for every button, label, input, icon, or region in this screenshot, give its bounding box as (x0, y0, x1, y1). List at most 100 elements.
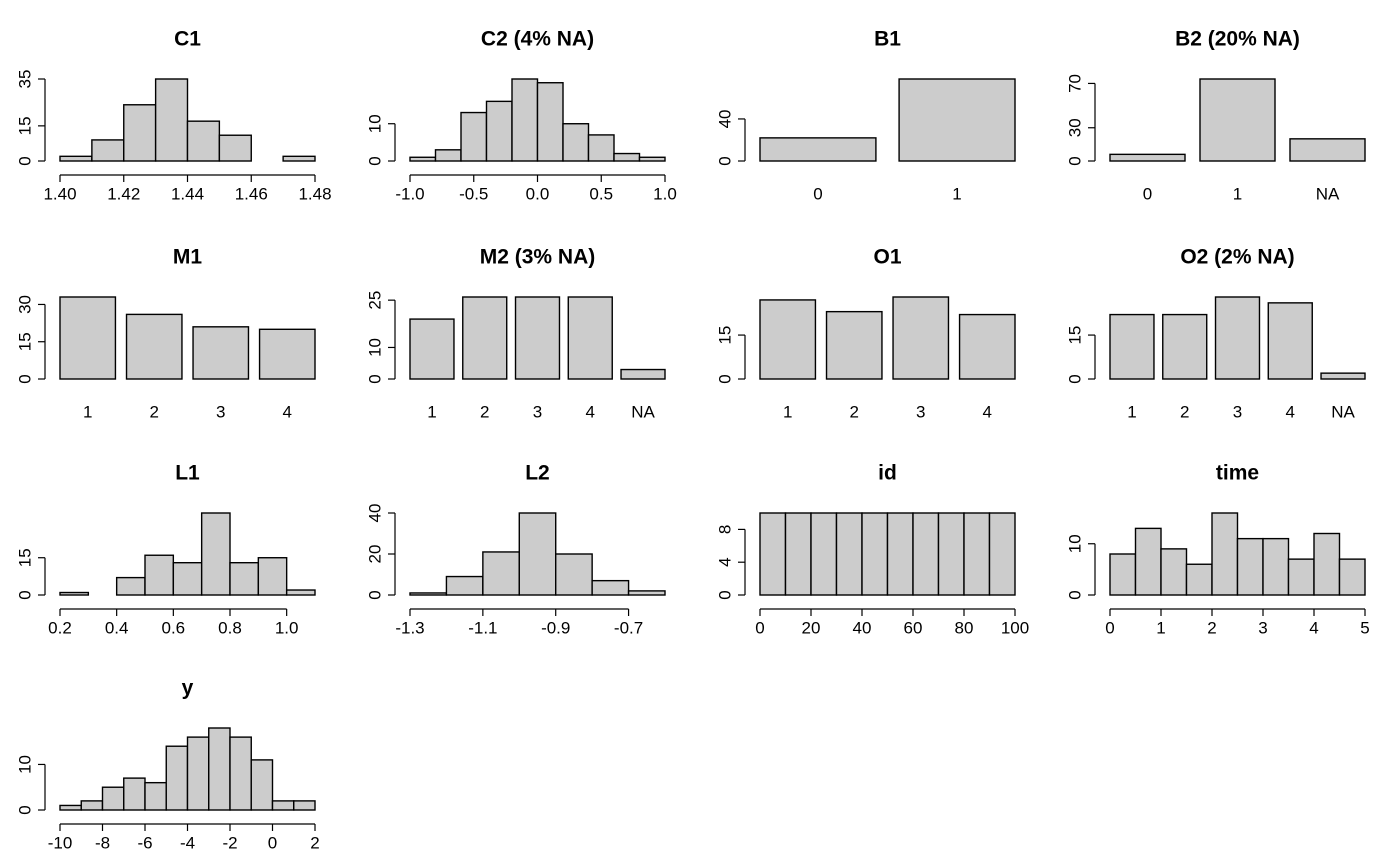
x-tick-label: 4 (1309, 618, 1318, 637)
chart-title: O2 (2% NA) (1180, 246, 1294, 269)
y-tick-label: 0 (715, 590, 734, 599)
x-tick-label: 5 (1360, 618, 1369, 637)
chart-title: M1 (173, 246, 202, 269)
bar (1109, 313, 1155, 380)
x-tick-label: -0.7 (614, 618, 643, 637)
bar (1211, 512, 1239, 596)
x-tick-label: 2 (150, 402, 159, 421)
bar (59, 155, 93, 162)
bar (759, 299, 817, 380)
y-tick-label: 0 (1065, 590, 1084, 599)
y-tick-label: 15 (715, 326, 734, 345)
x-tick-label: 1.44 (171, 184, 204, 203)
x-tick-label: 2 (310, 833, 319, 852)
bar (784, 512, 812, 596)
x-tick-label: 1.40 (43, 184, 76, 203)
bar (91, 139, 125, 162)
x-tick-label: 3 (216, 402, 225, 421)
y-tick-label: 0 (365, 156, 384, 165)
bar (409, 592, 448, 596)
bar (861, 512, 889, 596)
bar (963, 512, 991, 596)
bar (462, 296, 508, 380)
x-tick-label: 1 (1127, 402, 1136, 421)
y-tick-label: 0 (715, 156, 734, 165)
bar (409, 318, 455, 380)
x-tick-label: 0.5 (589, 184, 613, 203)
bar (186, 120, 221, 162)
bar (123, 777, 146, 811)
x-tick-label: -6 (137, 833, 152, 852)
chart-title: id (878, 462, 897, 485)
bar (445, 575, 484, 596)
bar (1320, 372, 1366, 380)
y-tick-label: 15 (15, 116, 34, 135)
x-tick-label: 3 (1233, 402, 1242, 421)
bar (200, 512, 231, 596)
bar (285, 589, 316, 596)
y-tick-label: 0 (365, 590, 384, 599)
y-tick-label: 30 (1065, 118, 1084, 137)
x-tick-label: 0.8 (218, 618, 242, 637)
bar (1134, 527, 1162, 596)
bar (613, 152, 641, 162)
bar (937, 512, 965, 596)
x-tick-label: NA (1316, 184, 1340, 203)
bar (759, 512, 787, 596)
x-tick-label: 4 (1286, 402, 1295, 421)
bar (591, 579, 630, 596)
bar (555, 553, 593, 596)
bar (511, 78, 539, 162)
bar (59, 296, 117, 380)
bar (627, 590, 666, 596)
x-tick-label: 1 (1233, 184, 1242, 203)
x-tick-label: 4 (586, 402, 595, 421)
bar (482, 551, 520, 596)
x-tick-label: -10 (48, 833, 73, 852)
bar (1287, 558, 1315, 596)
chart-title: M2 (3% NA) (480, 246, 596, 269)
x-tick-label: 1 (83, 402, 92, 421)
x-tick-label: 3 (916, 402, 925, 421)
y-tick-label: 30 (15, 295, 34, 314)
y-tick-label: 0 (15, 590, 34, 599)
y-tick-label: 0 (15, 156, 34, 165)
bar (886, 512, 914, 596)
x-tick-label: -1.0 (395, 184, 424, 203)
bar (638, 156, 666, 162)
x-tick-label: 2 (480, 402, 489, 421)
x-tick-label: 0 (755, 618, 764, 637)
x-tick-label: 1.46 (235, 184, 268, 203)
y-tick-label: 35 (15, 70, 34, 89)
bar (218, 134, 252, 162)
x-tick-label: -4 (180, 833, 195, 852)
y-tick-label: 0 (365, 374, 384, 383)
bar (186, 736, 210, 811)
y-tick-label: 0 (1065, 156, 1084, 165)
bar (154, 78, 189, 162)
bar (59, 804, 82, 811)
bar (1236, 537, 1264, 596)
x-tick-label: 2 (850, 402, 859, 421)
y-tick-label: 20 (365, 545, 384, 564)
y-tick-label: 8 (715, 525, 734, 534)
x-tick-label: 1.0 (275, 618, 299, 637)
bar (1267, 302, 1313, 380)
y-tick-label: 25 (365, 291, 384, 310)
bar (1313, 532, 1341, 596)
bar (434, 149, 462, 162)
bar (144, 554, 175, 596)
bar (514, 296, 561, 380)
x-tick-label: NA (1331, 402, 1355, 421)
bar (810, 512, 838, 596)
bar (620, 368, 666, 380)
bar (165, 745, 189, 811)
chart-title: y (182, 677, 194, 700)
y-tick-label: 0 (15, 805, 34, 814)
x-tick-label: 1.42 (107, 184, 140, 203)
x-tick-label: 40 (853, 618, 872, 637)
x-tick-label: 1.48 (298, 184, 331, 203)
x-tick-label: -2 (222, 833, 237, 852)
bar (898, 78, 1016, 162)
y-tick-label: 10 (365, 114, 384, 133)
